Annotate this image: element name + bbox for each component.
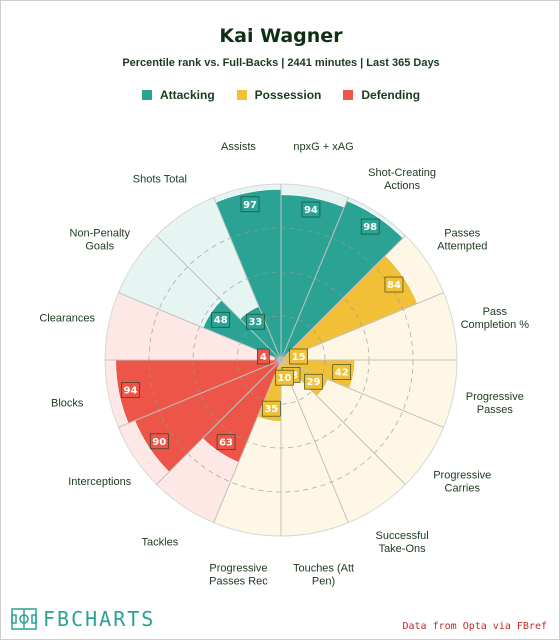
spoke-line: [280, 292, 444, 361]
axis-label-pass-completion: Pass Completion %: [461, 306, 530, 331]
svg-text:42: 42: [335, 368, 349, 379]
svg-text:63: 63: [219, 438, 233, 449]
svg-text:97: 97: [243, 200, 257, 211]
spoke-line: [213, 197, 282, 361]
svg-text:33: 33: [248, 317, 262, 328]
svg-text:10: 10: [278, 373, 292, 384]
axis-label-assists: Assists: [221, 141, 256, 153]
axis-label-interceptions: Interceptions: [68, 476, 131, 488]
bg-wedge-successful-take-ons: [281, 360, 406, 523]
axis-label-shot-creating-actions: Shot-Creating Actions: [368, 167, 436, 192]
spoke-line: [156, 235, 282, 361]
spoke-line: [118, 292, 282, 361]
value-label-tackles: 63: [216, 434, 236, 451]
spoke-line: [280, 359, 349, 523]
legend-label-possession: Possession: [254, 88, 322, 102]
axis-label-blocks: Blocks: [51, 398, 84, 410]
pitch-logo-icon: [11, 608, 37, 630]
axis-label-clearances: Clearances: [39, 312, 95, 324]
svg-text:29: 29: [306, 377, 320, 388]
svg-text:94: 94: [304, 205, 318, 216]
legend-label-attacking: Attacking: [159, 88, 215, 102]
svg-text:4: 4: [260, 352, 267, 363]
svg-text:48: 48: [214, 315, 228, 326]
legend-item-defending: Defending: [343, 88, 420, 102]
value-label-non-penalty-goals: 48: [211, 311, 231, 328]
value-label-progressive-passes: 42: [332, 364, 352, 380]
axis-label-progressive-passes-rec: Progressive Passes Rec: [209, 562, 268, 587]
spoke-line: [280, 235, 406, 361]
legend-item-possession: Possession: [236, 88, 322, 102]
svg-text:90: 90: [152, 437, 166, 448]
logo-text: FBCHARTS: [43, 607, 156, 631]
bg-wedge-pass-completion: [281, 292, 457, 360]
axis-label-passes-attempted: Passes Attempted: [437, 227, 487, 252]
axis-label-npxg-xag: npxG + xAG: [293, 141, 353, 153]
spoke-line: [118, 359, 282, 428]
value-label-touches-att-pen: 10: [275, 369, 294, 386]
value-label-npxg-xag: 94: [301, 201, 321, 218]
spoke-line: [280, 359, 406, 485]
bg-wedge-touches-att-pen: [281, 360, 349, 536]
value-label-clearances: 4: [257, 348, 270, 365]
spoke-line: [156, 359, 282, 485]
value-label-pass-completion: 15: [289, 348, 308, 365]
bg-wedge-clearances: [105, 292, 281, 360]
value-label-assists: 97: [240, 196, 260, 213]
legend-swatch-attacking: [141, 90, 152, 100]
legend-item-attacking: Attacking: [141, 88, 215, 102]
spoke-line: [280, 197, 349, 361]
svg-text:15: 15: [292, 352, 306, 363]
svg-text:98: 98: [363, 222, 377, 233]
value-label-blocks: 94: [121, 382, 140, 398]
chart-subtitle: Percentile rank vs. Full-Backs | 2441 mi…: [122, 57, 440, 69]
legend-swatch-defending: [343, 90, 354, 100]
legend-label-defending: Defending: [361, 88, 421, 102]
legend: Attacking Possession Defending: [1, 88, 560, 102]
value-label-progressive-carries: 29: [304, 373, 323, 390]
value-label-shots-total: 33: [246, 313, 265, 330]
data-credit: Data from Opta via FBref: [402, 621, 548, 632]
spoke-line: [213, 359, 282, 523]
fbcharts-logo: FBCHARTS: [11, 607, 155, 631]
value-label-shot-creating-actions: 98: [360, 218, 380, 235]
axis-label-shots-total: Shots Total: [133, 174, 187, 186]
svg-text:94: 94: [124, 385, 138, 396]
svg-text:84: 84: [387, 280, 401, 291]
axis-label-progressive-carries: Progressive Carries: [433, 470, 491, 495]
spoke-line: [280, 359, 444, 428]
value-label-interceptions: 90: [149, 433, 169, 450]
axis-label-progressive-passes: Progressive Passes: [466, 391, 524, 416]
axis-label-tackles: Tackles: [142, 536, 179, 548]
svg-text:35: 35: [264, 404, 278, 415]
axis-label-touches-att-pen: Touches (Att Pen): [293, 562, 354, 587]
chart-title: Kai Wagner: [219, 25, 343, 47]
axis-label-successful-take-ons: Successful Take-Ons: [376, 530, 429, 555]
value-label-progressive-passes-rec: 35: [262, 400, 281, 417]
value-label-passes-attempted: 84: [384, 276, 404, 293]
legend-swatch-possession: [236, 90, 247, 100]
axis-label-non-penalty-goals: Non-Penalty Goals: [69, 227, 130, 252]
